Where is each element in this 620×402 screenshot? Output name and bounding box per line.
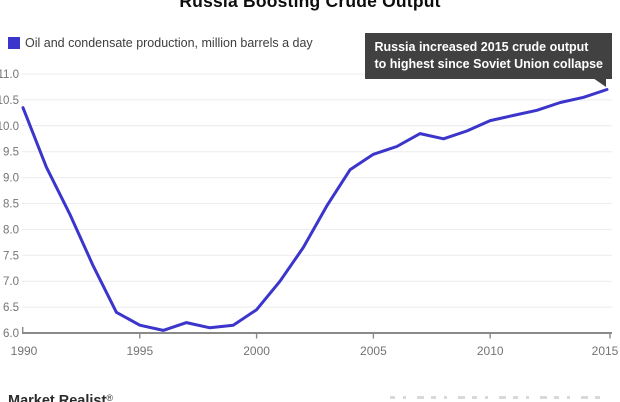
y-axis-tick-label: 6.5 <box>3 302 19 314</box>
y-axis-tick-label: 9.0 <box>3 173 19 185</box>
x-axis-tick-label: 2015 <box>592 344 619 358</box>
y-axis-tick-label: 8.0 <box>3 224 19 236</box>
x-axis-tick-label: 2010 <box>477 344 504 358</box>
clipped-text-fragment <box>390 396 604 399</box>
legend-label: Oil and condensate production, million b… <box>25 36 313 50</box>
annotation-line-2: to highest since Soviet Union collapse <box>374 56 603 71</box>
x-axis-tick-label: 2005 <box>360 344 387 358</box>
y-axis-tick-label: 7.0 <box>3 276 19 288</box>
y-axis-tick-label: 8.5 <box>3 199 19 211</box>
production-line-series <box>21 88 609 332</box>
legend-swatch <box>8 37 20 49</box>
registered-mark-icon: ® <box>106 393 113 402</box>
y-axis-tick-label: 11.0 <box>0 69 19 81</box>
y-axis-tick-label: 6.0 <box>3 328 19 340</box>
y-axis-tick-label: 9.5 <box>3 147 19 159</box>
x-axis-tick-label: 1990 <box>11 344 38 358</box>
brand-name: Market Realist <box>8 393 107 402</box>
y-axis-tick-label: 10.5 <box>0 95 19 107</box>
annotation-line-1: Russia increased 2015 crude output <box>374 40 589 54</box>
x-axis-tick-label: 1995 <box>126 344 153 358</box>
annotation-callout: Russia increased 2015 crude output to hi… <box>365 33 612 87</box>
brand-logo: Market Realist® <box>8 393 113 402</box>
y-axis-tick-label: 10.0 <box>0 121 19 133</box>
x-axis-tick-label: 2000 <box>243 344 270 358</box>
y-axis-tick-label: 7.5 <box>3 250 19 262</box>
legend: Oil and condensate production, million b… <box>8 36 313 50</box>
annotation-pointer-icon <box>593 78 606 87</box>
chart-title: Russia Boosting Crude Output <box>179 0 441 11</box>
